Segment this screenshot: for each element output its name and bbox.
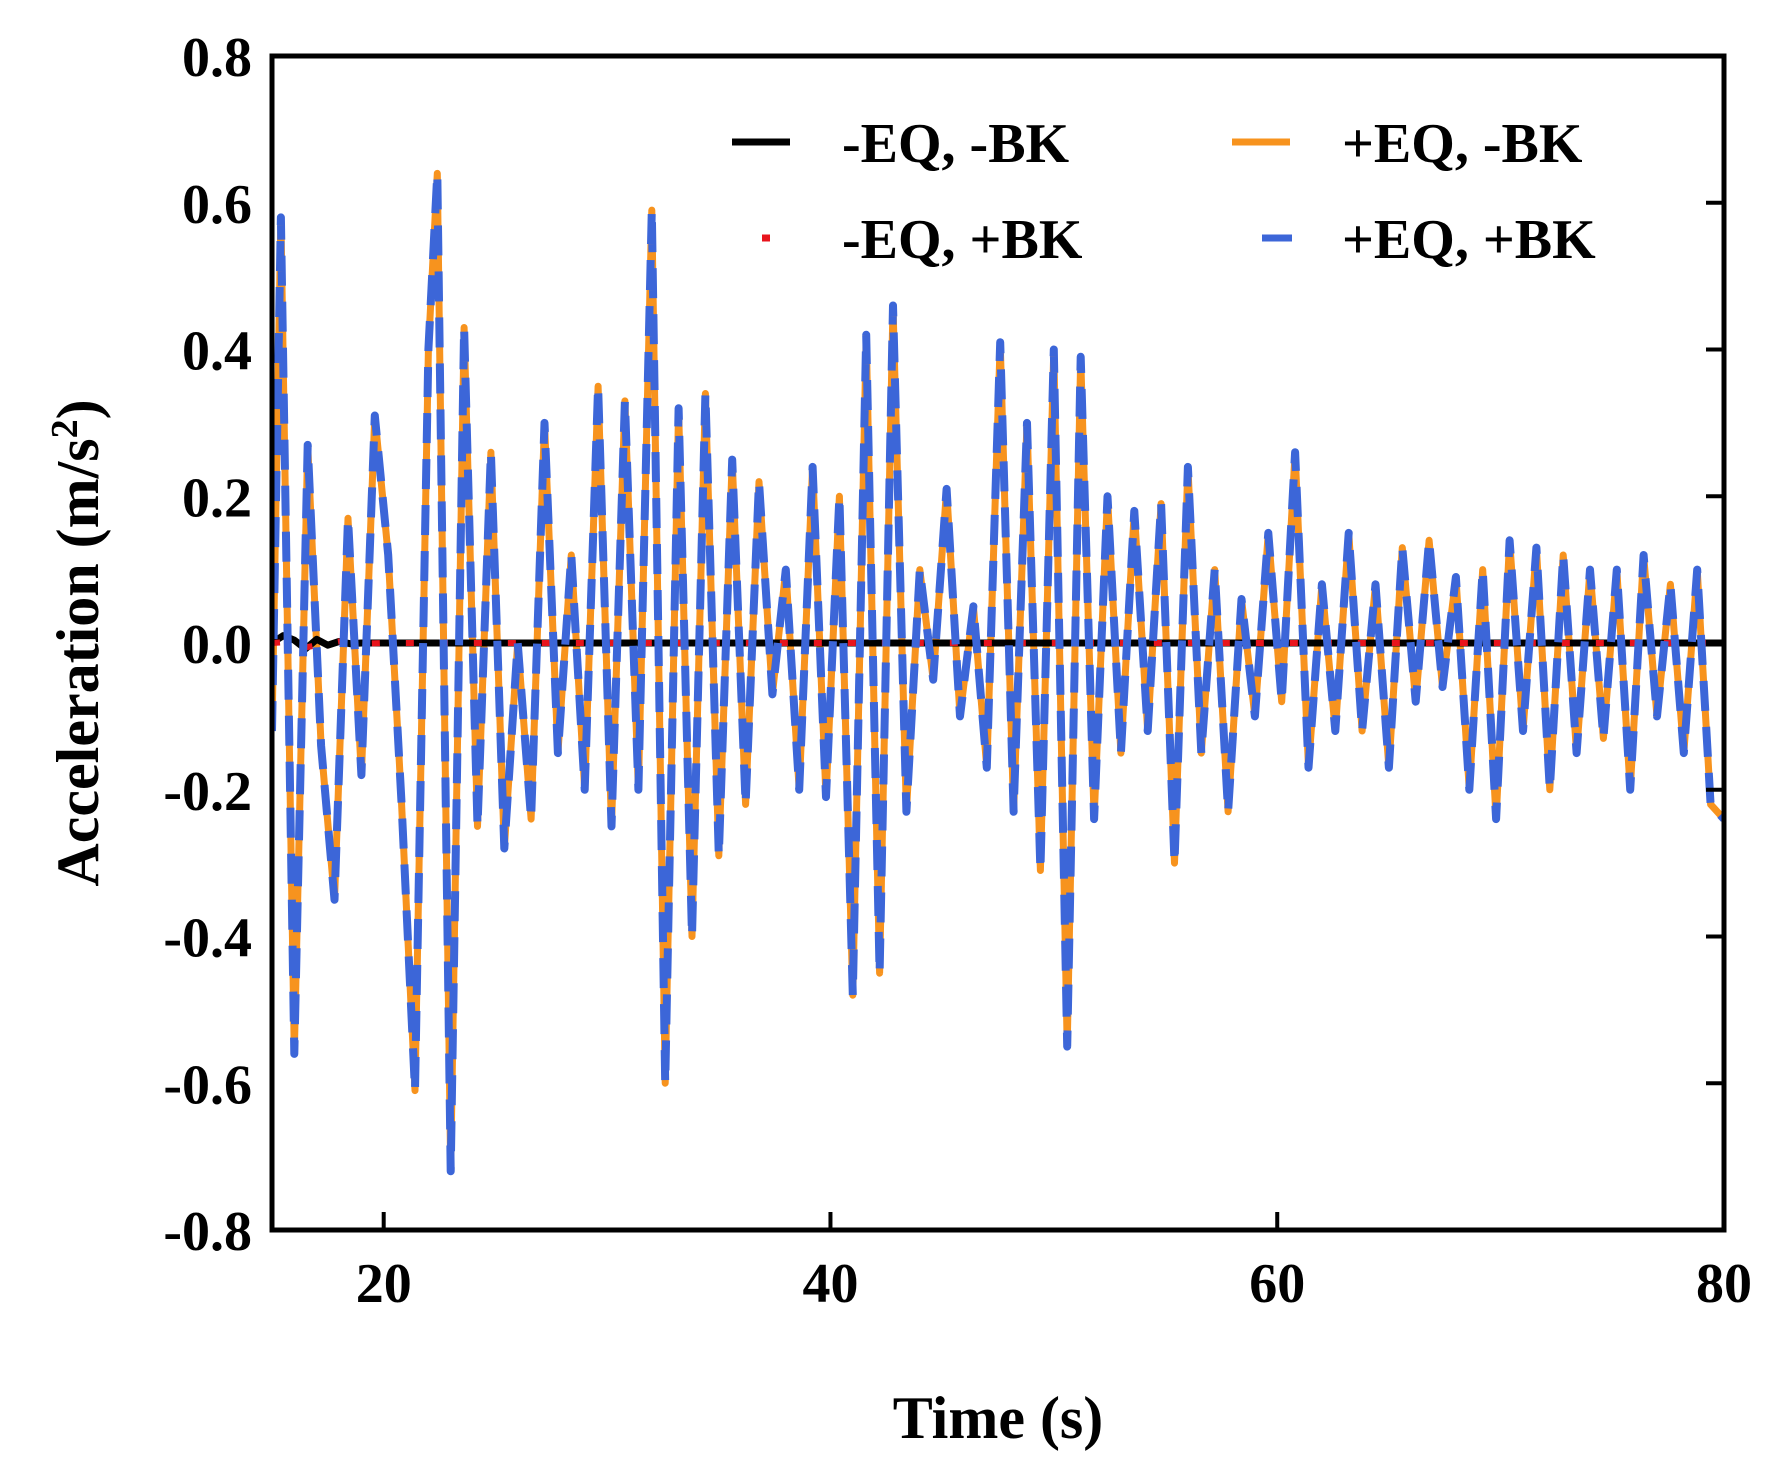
series-layer: [272, 169, 1724, 1176]
legend-label-eq-off-bk-on: -EQ, +BK: [842, 209, 1083, 271]
y-tick-label: -0.4: [163, 908, 252, 970]
x-tick-label: 20: [356, 1253, 412, 1315]
x-tick-label: 60: [1249, 1253, 1305, 1315]
y-tick-label: 0.6: [182, 174, 252, 236]
legend-label-eq-off-bk-off: -EQ, -BK: [842, 113, 1070, 175]
x-tick-label: 40: [802, 1253, 858, 1315]
tick-labels-layer: 20 40 60 80 0.8 0.6 0.4 0.2 0.0 -0.2 -0.4 -0.6 -0.8: [163, 27, 1752, 1315]
series-line-eq-bk: [272, 169, 1724, 1176]
y-tick-label: 0.0: [182, 614, 252, 676]
y-tick-label: 0.4: [182, 321, 252, 383]
legend: -EQ, -BK +EQ, -BK -EQ, +BK +EQ, +BK: [732, 113, 1596, 271]
ticks-layer: [381, 54, 1726, 1232]
x-tick-label: 80: [1696, 1253, 1752, 1315]
y-axis-title-close: ): [45, 399, 111, 419]
y-tick-label: 0.2: [182, 467, 252, 529]
y-tick-label: -0.8: [163, 1201, 252, 1263]
y-axis-title-main: Acceleration (m/s: [45, 438, 111, 886]
y-tick-label: -0.6: [163, 1054, 252, 1116]
y-axis-title-superscript: 2: [44, 419, 86, 438]
legend-label-eq-on-bk-off: +EQ, -BK: [1342, 113, 1583, 175]
y-tick-label: 0.8: [182, 27, 252, 89]
x-axis-title: Time (s): [893, 1385, 1104, 1451]
y-tick-label: -0.2: [163, 761, 252, 823]
y-axis-title: Acceleration (m/s2): [44, 399, 111, 886]
legend-label-eq-on-bk-on: +EQ, +BK: [1342, 209, 1596, 271]
